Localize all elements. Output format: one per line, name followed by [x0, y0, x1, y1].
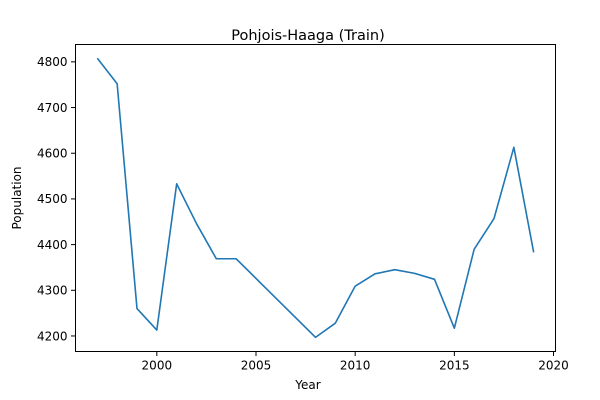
- chart-title: Pohjois-Haaga (Train): [231, 28, 384, 44]
- y-tick-label: 4200: [37, 329, 68, 343]
- y-tick-label: 4600: [37, 147, 68, 161]
- x-axis: 2000 2005 2010 2015 2020: [142, 351, 569, 373]
- x-axis-label: Year: [294, 378, 320, 392]
- y-tick-label: 4500: [37, 192, 68, 206]
- y-tick-label: 4800: [37, 55, 68, 69]
- y-axis: 4200 4300 4400 4500 4600 4700 4800: [37, 55, 76, 343]
- y-tick-label: 4700: [37, 101, 68, 115]
- x-tick-label: 2010: [340, 359, 371, 373]
- x-tick-label: 2005: [241, 359, 272, 373]
- y-axis-label: Population: [10, 166, 24, 229]
- y-tick-label: 4400: [37, 238, 68, 252]
- plot-area-frame: [75, 44, 556, 352]
- x-tick-label: 2015: [439, 359, 470, 373]
- x-tick-label: 2020: [538, 359, 569, 373]
- series-layer: [96, 57, 535, 339]
- y-tick-label: 4300: [37, 284, 68, 298]
- series-line-0: [96, 57, 535, 339]
- x-tick-label: 2000: [142, 359, 173, 373]
